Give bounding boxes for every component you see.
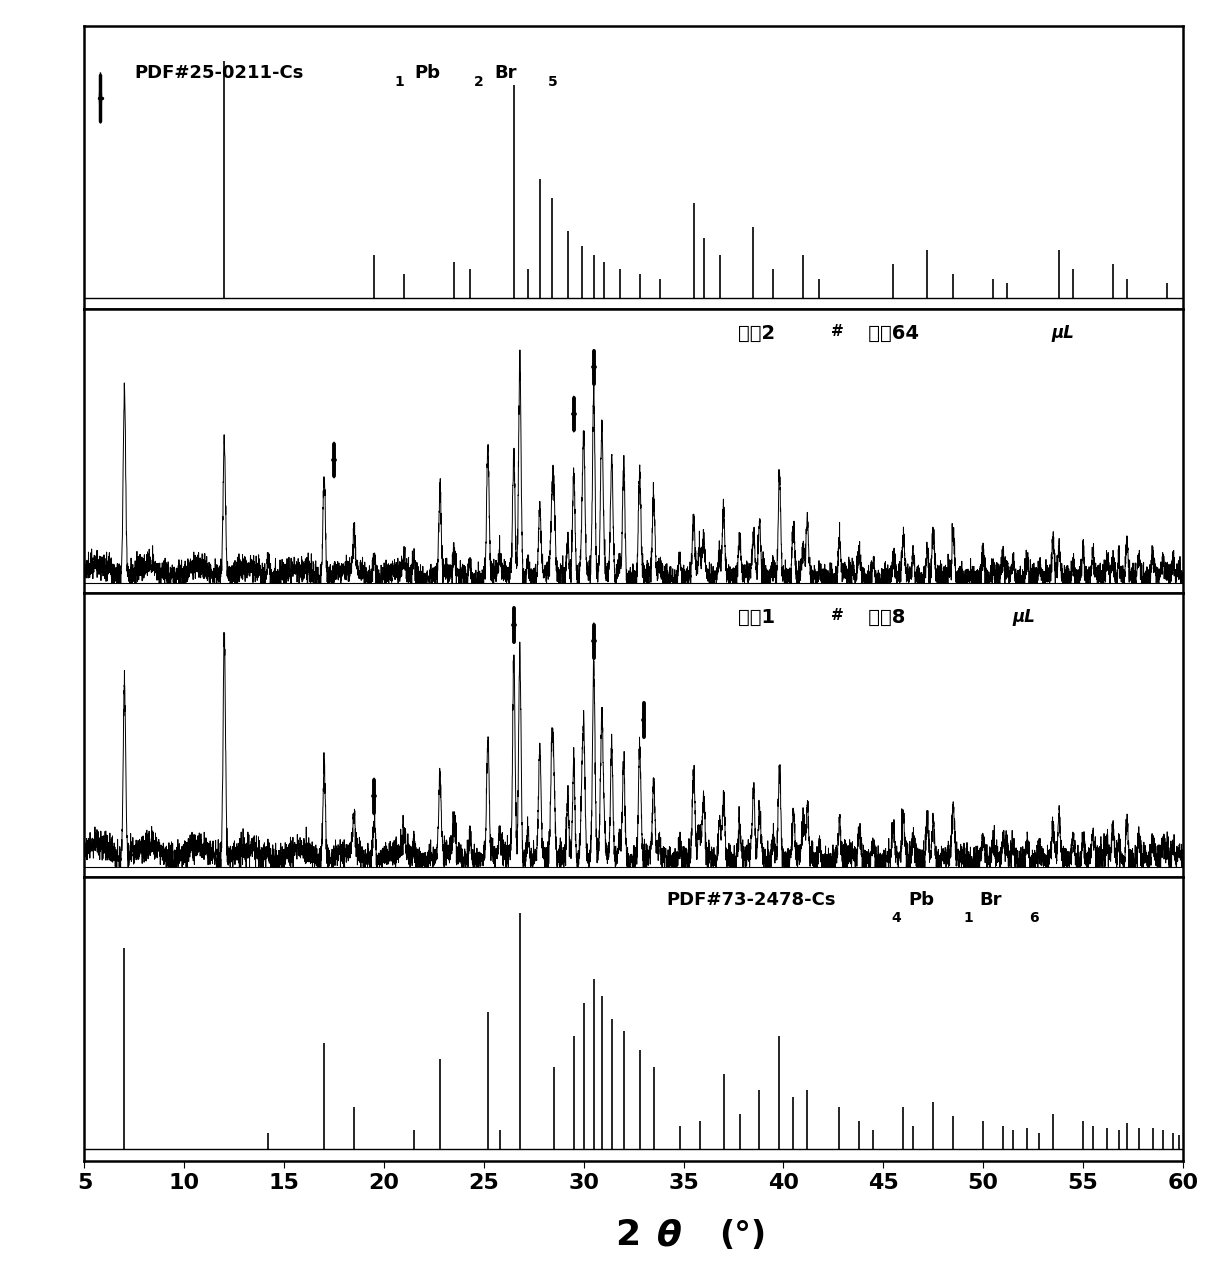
Text: 油酸8: 油酸8 [847,607,905,627]
Text: 2: 2 [616,1219,640,1252]
Text: μL: μL [1013,607,1036,625]
Text: 6: 6 [1030,911,1039,925]
Text: 1: 1 [963,911,973,925]
Text: #: # [832,607,844,623]
Text: 油酸64: 油酸64 [847,324,919,343]
Text: Pb: Pb [414,64,441,82]
Text: Br: Br [980,892,1002,910]
Polygon shape [513,606,514,643]
Text: 5: 5 [548,75,558,89]
Text: PDF#73-2478-Cs: PDF#73-2478-Cs [666,892,836,910]
Polygon shape [573,396,575,433]
Polygon shape [333,441,334,478]
Text: 样品2: 样品2 [737,324,775,343]
Polygon shape [373,777,375,815]
Polygon shape [643,702,645,739]
Text: 样品1: 样品1 [737,607,775,627]
Text: 1: 1 [393,75,404,89]
Text: μL: μL [1051,324,1074,342]
Polygon shape [99,73,101,124]
Text: (°): (°) [718,1219,766,1252]
Text: Pb: Pb [908,892,934,910]
Text: Br: Br [494,64,517,82]
Polygon shape [593,623,595,660]
Text: #: # [832,324,844,338]
Polygon shape [593,350,595,385]
Text: 4: 4 [892,911,902,925]
Text: PDF#25-0211-Cs: PDF#25-0211-Cs [134,64,304,82]
Text: 2: 2 [474,75,484,89]
Text: θ: θ [658,1219,682,1252]
